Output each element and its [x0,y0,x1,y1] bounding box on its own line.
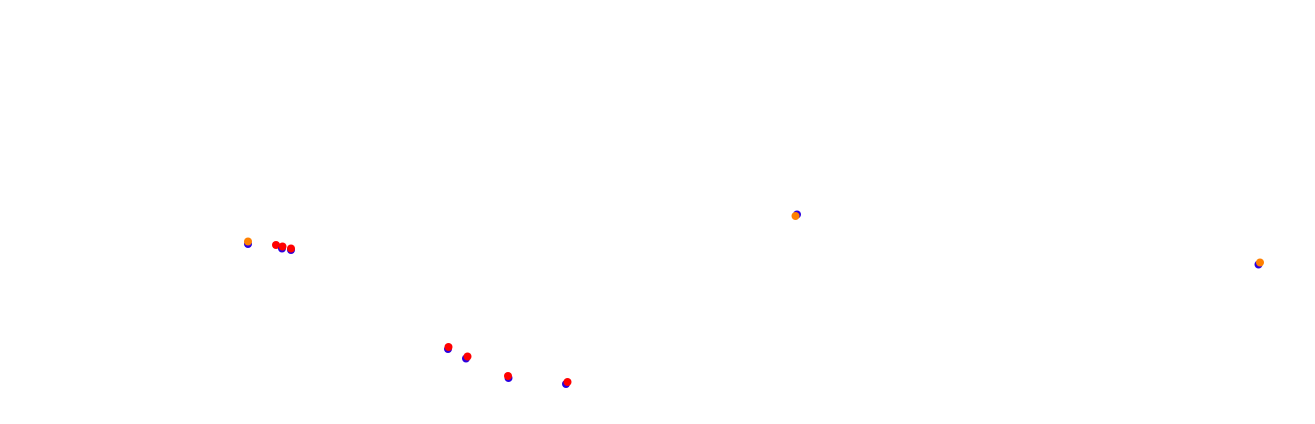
marker [272,241,280,249]
marker [463,352,472,361]
marker [1256,258,1264,267]
marker [287,244,295,253]
marker [244,237,252,246]
markers [244,210,1264,388]
marker [791,212,800,220]
marker [278,242,287,251]
marker [444,343,453,351]
marker [563,378,572,386]
marker [504,372,512,380]
